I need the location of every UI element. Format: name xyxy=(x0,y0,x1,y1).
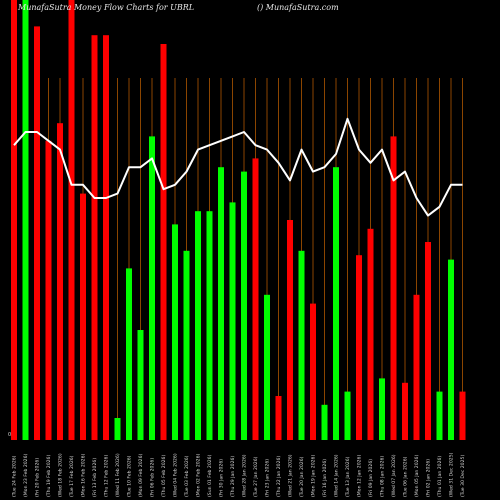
series-line xyxy=(13,117,463,217)
bar xyxy=(45,140,52,441)
site-credit: () MunafaSutra.com xyxy=(257,3,339,12)
x-tick-label: (Tue 13 Jan 2026) xyxy=(345,456,351,497)
bar xyxy=(103,35,109,440)
x-tick-label: (Mon 23 Feb 2026) xyxy=(23,453,29,497)
x-tick-label: (Tue 27 Jan 2026) xyxy=(253,456,259,497)
x-tick-label: (Mon 16 Feb 2026) xyxy=(81,453,87,497)
bar xyxy=(436,391,443,440)
x-tick-label: (Fri 30 Jan 2026) xyxy=(219,459,225,497)
bar xyxy=(333,167,339,440)
bar xyxy=(264,294,270,440)
x-tick-label: (Fri 23 Jan 2026) xyxy=(265,459,271,497)
bar xyxy=(367,228,374,440)
x-tick-label: (Wed 14 Jan 2026) xyxy=(334,454,340,497)
x-tick-label: (Thu 29 Jan 2026) xyxy=(230,456,236,497)
bar xyxy=(275,396,282,440)
x-tick-label: (Thu 22 Jan 2026) xyxy=(276,456,282,497)
bar xyxy=(206,211,213,440)
x-tick-label: (Wed 21 Jan 2026) xyxy=(288,454,294,497)
x-tick-label: (Tue 06 Jan 2026) xyxy=(403,456,409,497)
x-tick-label: (Fri 16 Jan 2026) xyxy=(322,459,328,497)
bar xyxy=(22,0,29,440)
bar xyxy=(425,242,431,440)
x-tick-label: (Thu 08 Jan 2026) xyxy=(380,456,386,497)
bar xyxy=(160,44,167,440)
x-tick-label: (Thu 05 Feb 2026) xyxy=(161,455,167,497)
x-tick-label: (Thu 12 Feb 2026) xyxy=(104,455,110,497)
x-tick-label: (Fri 09 Jan 2026) xyxy=(368,459,374,497)
chart-title: MunafaSutra Money Flow Charts for UBRL xyxy=(18,3,195,12)
bar xyxy=(57,123,63,440)
x-tick-label: (Tue 17 Feb 2026) xyxy=(69,455,75,497)
x-tick-label: (Mon 19 Jan 2026) xyxy=(311,455,317,497)
x-tick-label: (Sun 01 Feb 2026) xyxy=(207,454,213,497)
x-tick-label: (Tue 10 Feb 2026) xyxy=(127,455,133,497)
bar xyxy=(218,167,224,440)
bar xyxy=(183,250,190,440)
x-tick-label: (Tue 24 Feb 2026) xyxy=(12,455,18,497)
bar xyxy=(344,391,351,440)
bar xyxy=(149,136,155,440)
x-tick-label: (Fri 02 Jan 2026) xyxy=(426,459,432,497)
bar xyxy=(229,202,236,440)
x-tick-label: (Wed 18 Feb 2026) xyxy=(58,453,64,497)
x-tick-label: (Tue 30 Dec 2025) xyxy=(460,455,466,497)
bar xyxy=(241,171,247,440)
bar xyxy=(252,158,259,440)
y-tick-label: 0 xyxy=(8,432,11,438)
bar xyxy=(91,35,98,440)
bar xyxy=(390,136,397,440)
bar xyxy=(172,224,178,440)
x-tick-label: (Wed 04 Feb 2026) xyxy=(173,453,179,497)
bar xyxy=(310,303,316,440)
x-tick-label: (Fri 20 Feb 2026) xyxy=(35,458,41,497)
bar xyxy=(321,404,328,440)
bar xyxy=(356,255,362,440)
x-tick-label: (Thu 01 Jan 2026) xyxy=(437,456,443,497)
x-tick-label: (Wed 31 Dec 2025) xyxy=(449,452,455,497)
bar xyxy=(137,330,144,440)
x-tick-label: (Mon 12 Jan 2026) xyxy=(357,455,363,497)
bar xyxy=(195,211,201,440)
x-tick-label: (Mon 09 Feb 2026) xyxy=(138,453,144,497)
x-tick-label: (Tue 20 Jan 2026) xyxy=(299,456,305,497)
bar xyxy=(287,220,293,440)
bar xyxy=(126,268,132,440)
bar xyxy=(298,250,305,440)
x-tick-label: (Wed 07 Jan 2026) xyxy=(391,454,397,497)
x-tick-label: (Mon 02 Feb 2026) xyxy=(196,453,202,497)
x-tick-label: (Thu 19 Feb 2026) xyxy=(46,455,52,497)
x-tick-label: (Fri 06 Feb 2026) xyxy=(150,458,156,497)
bar xyxy=(34,26,40,441)
bar xyxy=(402,382,408,440)
bar xyxy=(80,193,86,440)
x-tick-label: (Mon 05 Jan 2026) xyxy=(414,455,420,497)
bar xyxy=(68,0,75,440)
bar xyxy=(448,259,454,440)
x-tick-label: (Wed 28 Jan 2026) xyxy=(242,454,248,497)
bar xyxy=(11,0,17,440)
x-tick-label: (Wed 11 Feb 2026) xyxy=(115,453,121,497)
bar xyxy=(413,294,420,440)
x-tick-label: (Fri 13 Feb 2026) xyxy=(92,458,98,497)
bar xyxy=(379,378,385,440)
bar xyxy=(114,418,121,440)
bar xyxy=(459,391,466,440)
x-tick-label: (Tue 03 Feb 2026) xyxy=(184,455,190,497)
